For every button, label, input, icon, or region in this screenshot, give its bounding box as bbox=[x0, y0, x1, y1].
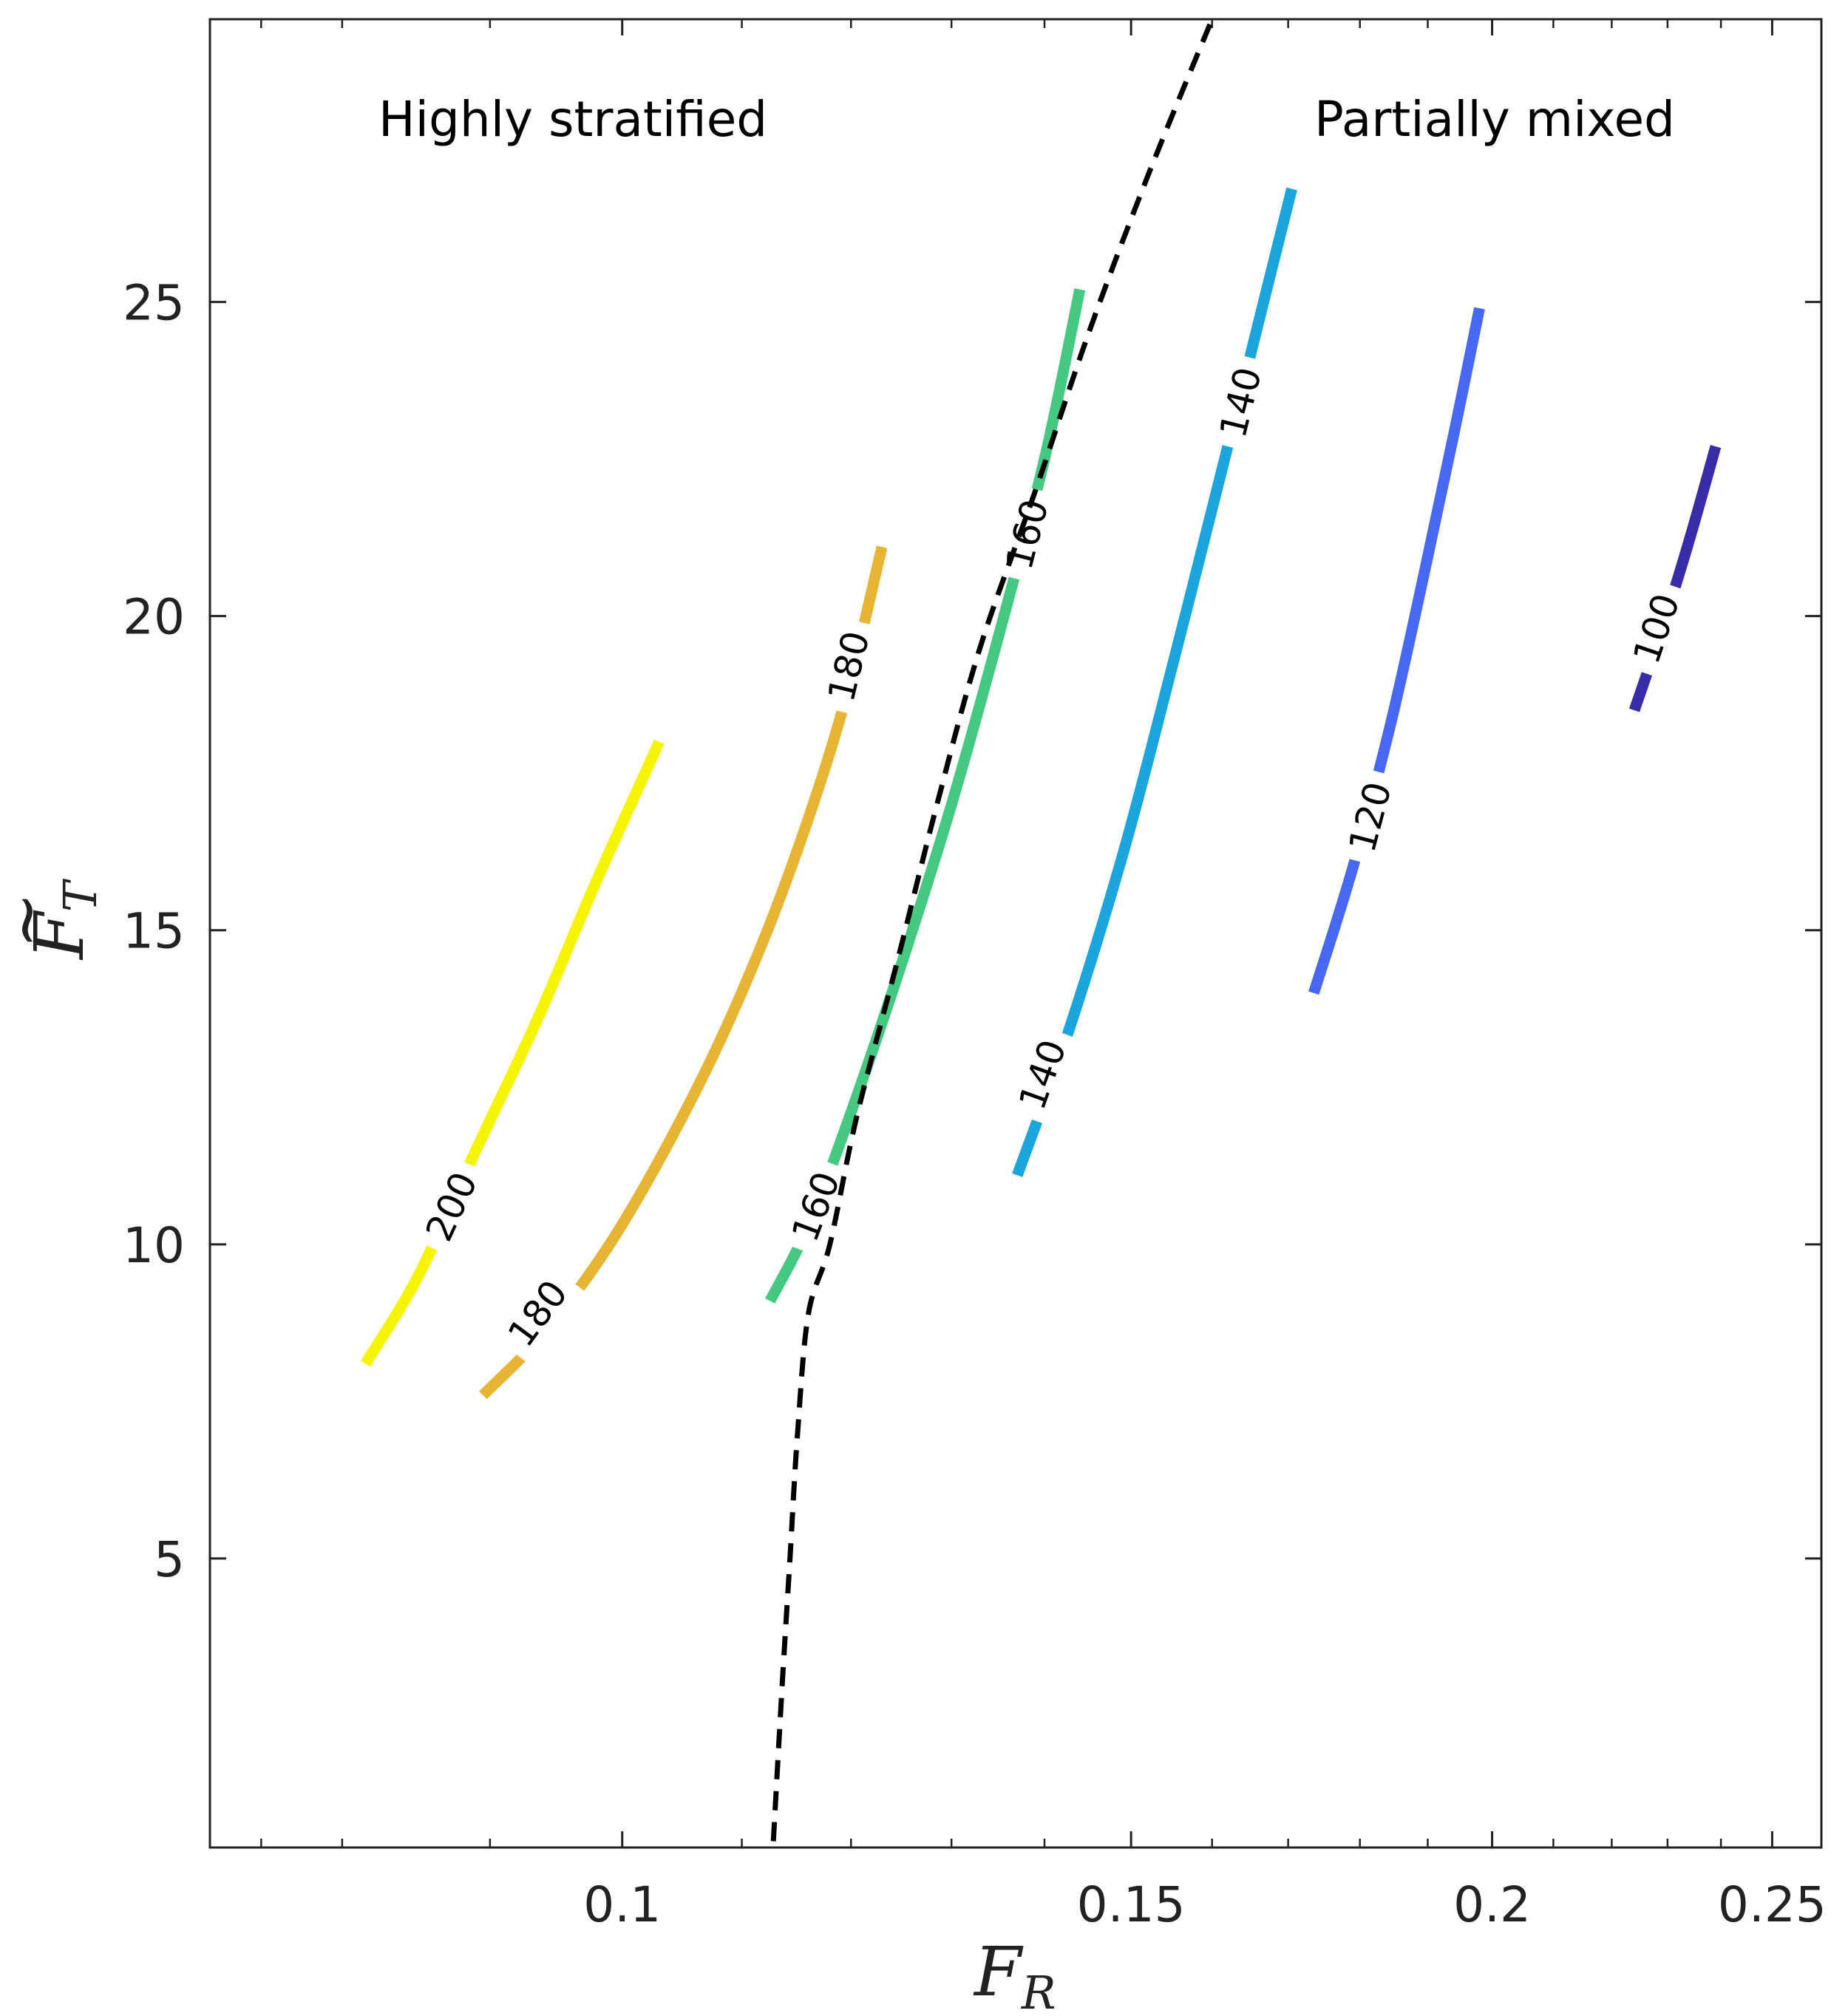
y-axis-label-sub: T bbox=[53, 878, 107, 912]
contour-line-180 bbox=[479, 545, 888, 1400]
x-tick-label-0: 0.1 bbox=[583, 1876, 661, 1933]
y-tick-label-1: 10 bbox=[123, 1217, 185, 1274]
y-axis-label-accent: ~ bbox=[0, 892, 65, 949]
y-tick-label-2: 15 bbox=[123, 903, 185, 960]
boundary-layer bbox=[770, 18, 1215, 1842]
y-axis-label: ~ FT bbox=[0, 878, 107, 961]
x-axis-label-sub: R bbox=[1021, 1966, 1056, 2016]
y-tick-label-0: 5 bbox=[154, 1531, 185, 1588]
contour-line-140 bbox=[1012, 187, 1297, 1177]
plot-frame bbox=[208, 18, 1823, 1849]
annotation-partially-mixed: Partially mixed bbox=[1314, 91, 1675, 148]
x-tick-label-2: 0.2 bbox=[1453, 1876, 1531, 1933]
contour-line-120 bbox=[1308, 307, 1485, 995]
x-tick-label-3: 0.25 bbox=[1718, 1876, 1827, 1933]
ticks-layer: 0.1 0.15 0.2 0.25 5 10 15 20 25 bbox=[123, 19, 1827, 1933]
y-axis-label-text: FT bbox=[20, 878, 107, 961]
x-tick-label-1: 0.15 bbox=[1077, 1876, 1186, 1933]
x-axis-label-main: F bbox=[973, 1932, 1024, 2012]
y-axis-label-main: F bbox=[20, 910, 99, 961]
contour-line-100 bbox=[1628, 445, 1722, 712]
annotation-highly-stratified: Highly stratified bbox=[378, 91, 767, 148]
boundary-dashed-line bbox=[770, 18, 1215, 1842]
contour-line-200 bbox=[360, 739, 665, 1367]
y-tick-label-3: 20 bbox=[123, 589, 185, 646]
x-axis-label: FR bbox=[973, 1932, 1056, 2016]
y-tick-label-4: 25 bbox=[123, 275, 185, 332]
